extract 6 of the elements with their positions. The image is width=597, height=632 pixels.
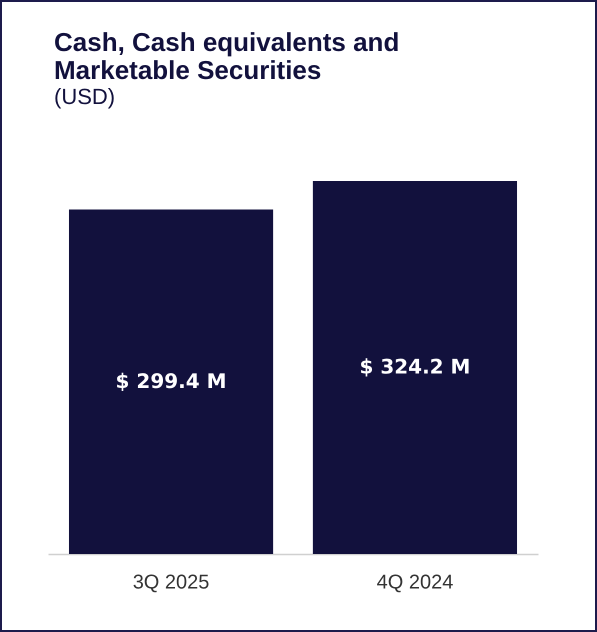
data-label: $ 299.4 M	[116, 368, 227, 393]
x-tick-label: 4Q 2024	[376, 572, 454, 594]
x-tick-label: 3Q 2025	[132, 572, 210, 594]
data-label: $ 324.2 M	[359, 354, 470, 378]
chart-subtitle: (USD)	[54, 84, 116, 110]
chart-title: Cash, Cash equivalents and Marketable Securities	[54, 27, 400, 85]
